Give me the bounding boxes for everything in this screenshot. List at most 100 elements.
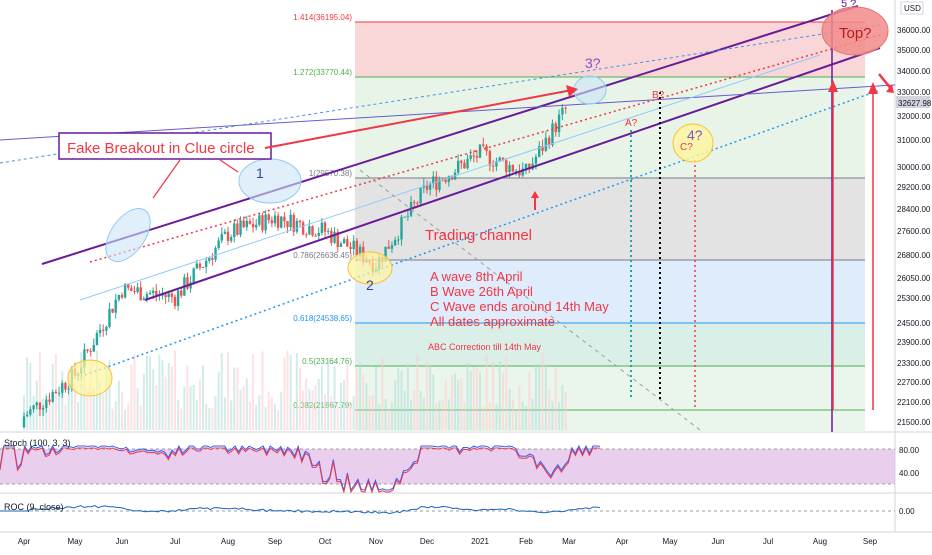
- note-b-wave: B Wave 26th April: [430, 284, 533, 299]
- candle-body: [346, 239, 349, 247]
- candle-body: [258, 215, 261, 225]
- price-axis: 36000.00 35000.00 34000.00 33000.00 32000.00…: [897, 26, 931, 427]
- candle-body: [521, 168, 524, 176]
- volume-bar: [236, 367, 239, 430]
- candle-body: [534, 156, 538, 164]
- volume-bar: [554, 367, 557, 430]
- stoch-label: Stoch (100, 3, 3): [4, 438, 71, 448]
- candle-body: [127, 283, 130, 288]
- candle-body: [314, 235, 317, 237]
- volume-bar: [531, 398, 534, 430]
- candle-body: [67, 388, 70, 390]
- candle-body: [384, 246, 387, 262]
- price-tick-label: 28400.00: [897, 205, 931, 214]
- volume-bar: [349, 404, 352, 430]
- candle-body: [51, 391, 54, 402]
- volume-bar: [205, 403, 208, 430]
- candle-body: [551, 123, 554, 146]
- candle-body: [311, 226, 314, 236]
- price-tick-label: 23300.00: [897, 359, 931, 368]
- candle-body: [456, 160, 460, 173]
- volume-bar: [83, 371, 86, 430]
- price-tick-label: 23900.00: [897, 338, 931, 347]
- candle-body: [239, 220, 242, 235]
- candle-body: [180, 290, 183, 296]
- volume-bar: [220, 353, 223, 430]
- candle-body: [164, 294, 167, 298]
- volume-bar: [400, 370, 403, 430]
- note-c-wave: C Wave ends around 14th May: [430, 299, 609, 314]
- candle-body: [173, 296, 177, 307]
- candle-body: [326, 230, 330, 232]
- candle-body: [92, 344, 95, 352]
- stoch-tick-80: 80.00: [899, 446, 920, 455]
- candle-body: [192, 268, 195, 283]
- volume-bar: [38, 351, 41, 430]
- blue-dashed-line: [0, 24, 881, 164]
- candle-body: [390, 245, 394, 249]
- time-tick-label: May: [67, 537, 82, 546]
- volume-bar: [114, 401, 117, 430]
- volume-bar: [378, 404, 381, 430]
- candle-body: [400, 216, 403, 240]
- candle-body: [242, 220, 245, 228]
- volume-bar: [528, 371, 531, 430]
- wave-3-label: 3?: [585, 55, 601, 71]
- candle-body: [114, 299, 117, 313]
- candle-body: [245, 220, 248, 228]
- volume-bar: [558, 401, 561, 430]
- last-price-label: 32627.98: [898, 99, 932, 108]
- volume-bar: [320, 365, 323, 430]
- time-axis: Apr May Jun Jul Aug Sep Oct Nov Dec 2021 Feb Mar Apr…: [18, 537, 878, 546]
- volume-bar: [541, 351, 544, 430]
- volume-bar: [525, 405, 527, 430]
- up-arrow-1-head: [828, 80, 838, 92]
- volume-bar: [454, 373, 457, 430]
- candle-body: [298, 220, 302, 223]
- time-tick-label: Feb: [519, 537, 533, 546]
- volume-bar: [485, 354, 488, 430]
- candle-body: [117, 294, 121, 300]
- fib-zone-blue: [355, 260, 865, 323]
- candle-body: [64, 383, 67, 390]
- volume-bar: [158, 355, 161, 430]
- volume-bar: [381, 357, 384, 430]
- volume-bar: [515, 409, 518, 430]
- volume-bar: [277, 409, 280, 430]
- candle-body: [435, 176, 438, 190]
- volume-bar: [211, 408, 214, 430]
- candle-body: [57, 392, 61, 394]
- volume-bar: [64, 404, 67, 430]
- volume-bar: [447, 399, 450, 430]
- volume-bar: [426, 361, 428, 430]
- volume-bar: [29, 363, 32, 430]
- fake-breakout-pointer-1: [152, 159, 181, 199]
- candle-body: [267, 214, 270, 221]
- time-tick-label: Apr: [18, 537, 31, 546]
- channel-up-arrow-head: [531, 191, 539, 198]
- candle-body: [472, 155, 475, 157]
- candle-body: [83, 349, 86, 368]
- volume-bar: [152, 369, 155, 430]
- price-tick-label: 32000.00: [897, 112, 931, 121]
- price-tick-label: 25300.00: [897, 294, 931, 303]
- volume-bar: [149, 356, 152, 430]
- volume-bar: [283, 357, 286, 430]
- candle-body: [22, 416, 26, 428]
- red-dotted-channel: [89, 34, 881, 263]
- light-blue-midline: [79, 54, 821, 301]
- wave-c-label: C?: [680, 142, 693, 153]
- roc-label: ROC (9, close): [4, 502, 64, 512]
- candle-body: [201, 266, 205, 268]
- volume-bar: [511, 399, 514, 430]
- volume-bar: [170, 366, 173, 430]
- volume-bar: [142, 373, 145, 430]
- candle-body: [403, 216, 406, 218]
- volume-bar: [548, 389, 551, 430]
- candle-body: [438, 179, 441, 190]
- volume-bar: [375, 366, 377, 430]
- candle-body: [167, 293, 170, 298]
- volume-bar: [521, 401, 524, 430]
- volume-bar: [518, 385, 521, 430]
